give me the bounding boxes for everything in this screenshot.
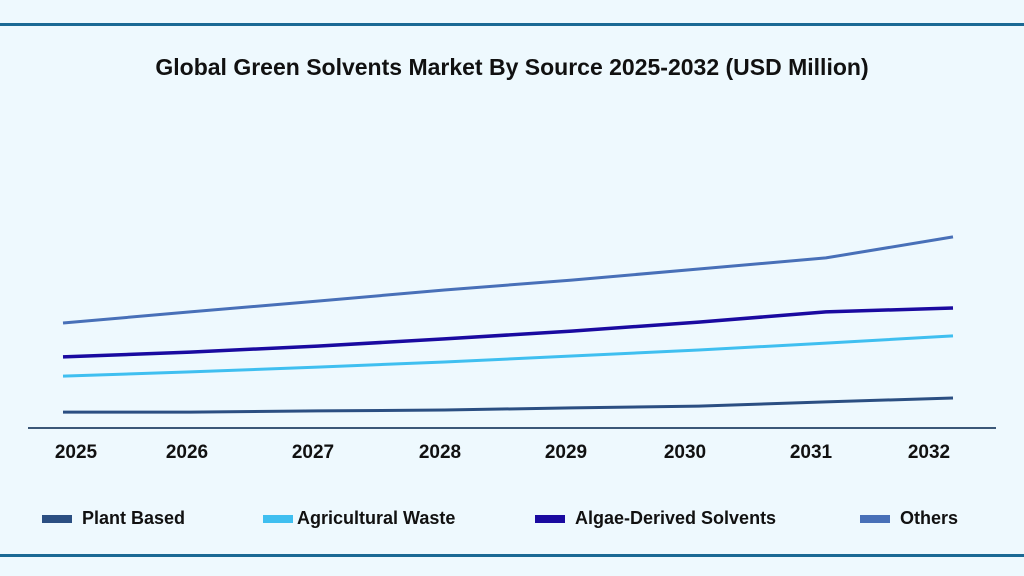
legend-swatch: [860, 514, 890, 523]
legend-label: Algae-Derived Solvents: [575, 508, 777, 528]
series-line-algae-derived-solvents: [62, 306, 954, 359]
x-tick-label: 2032: [908, 442, 950, 463]
legend-swatch: [263, 514, 293, 523]
legend-swatch: [535, 514, 565, 523]
legend-item-agricultural-waste: Agricultural Waste: [263, 508, 455, 529]
legend-item-others: Others: [860, 508, 958, 529]
series-line-plant-based: [63, 396, 954, 414]
x-tick-label: 2029: [545, 442, 587, 463]
bottom-border: [0, 554, 1024, 557]
x-tick-label: 2026: [166, 442, 208, 463]
x-tick-label: 2030: [664, 442, 706, 463]
legend-label: Others: [900, 508, 959, 528]
chart-title: Global Green Solvents Market By Source 2…: [155, 54, 869, 80]
x-tick-label: 2027: [292, 442, 334, 463]
legend: Plant Based Agricultural Waste Algae-Der…: [0, 508, 1024, 532]
legend-item-algae-derived: Algae-Derived Solvents: [535, 508, 776, 529]
x-tick-label: 2025: [55, 442, 98, 463]
legend-label: Agricultural Waste: [297, 508, 456, 528]
top-border: [0, 23, 1024, 26]
x-tick-label: 2028: [419, 442, 461, 463]
x-tick-label: 2031: [790, 442, 833, 463]
legend-item-plant-based: Plant Based: [42, 508, 185, 529]
series-line-agricultural-waste: [62, 334, 954, 378]
legend-swatch: [42, 514, 72, 523]
legend-label: Plant Based: [82, 508, 186, 528]
series-line-others: [62, 235, 954, 325]
